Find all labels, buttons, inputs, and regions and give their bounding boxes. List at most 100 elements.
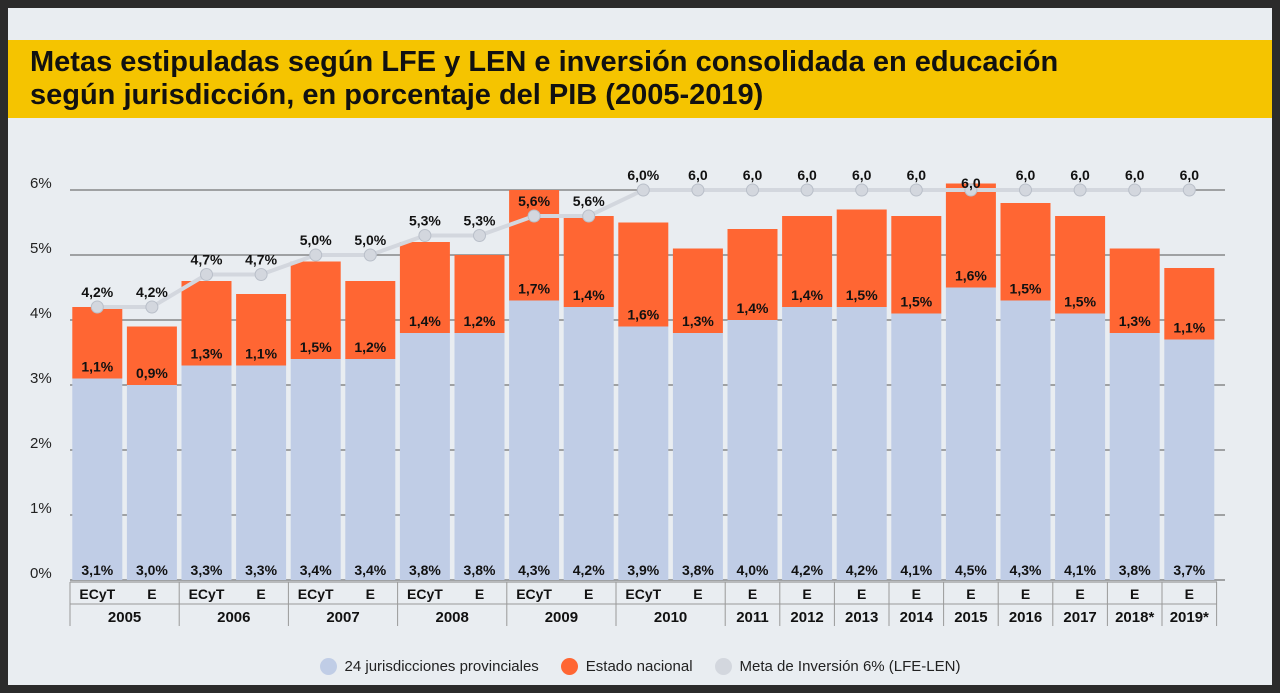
legend-swatch-provincial: [319, 657, 337, 675]
y-tick-label: 2%: [30, 435, 52, 452]
x-sub-label: E: [366, 586, 375, 602]
data-label-meta: 6,0: [1016, 167, 1036, 183]
data-label-provincial: 3,0%: [136, 562, 168, 578]
bar-nacional: [672, 248, 723, 333]
x-sub-label: ECyT: [298, 586, 334, 602]
data-label-meta: 6,0: [1070, 167, 1090, 183]
bar-provincial: [290, 359, 341, 580]
x-group-label: 2013: [845, 609, 878, 626]
data-label-meta: 6,0: [688, 167, 708, 183]
data-label-meta: 6,0: [797, 167, 817, 183]
meta-point: [909, 183, 923, 197]
data-label-provincial: 3,9%: [627, 562, 659, 578]
data-label-meta: 4,2%: [136, 284, 168, 300]
chart-title: Metas estipuladas según LFE y LEN e inve…: [30, 46, 1059, 111]
y-tick-label: 5%: [30, 240, 52, 257]
meta-point: [473, 229, 486, 242]
meta-point: [800, 183, 814, 197]
bar-nacional: [72, 307, 123, 379]
legend-label-provincial: 24 jurisdicciones provinciales: [344, 657, 539, 675]
legend-item-nacional: Estado nacional: [560, 657, 693, 675]
data-label-nacional: 1,1%: [245, 346, 277, 362]
data-label-nacional: 1,6%: [955, 268, 987, 284]
meta-point: [309, 248, 323, 262]
bar-nacional: [727, 229, 778, 320]
data-label-meta: 5,3%: [464, 213, 496, 229]
data-label-provincial: 4,2%: [573, 562, 605, 578]
bar-nacional: [891, 216, 942, 314]
chart-frame: Metas estipuladas según LFE y LEN e inve…: [8, 8, 1272, 685]
data-label-meta: 5,3%: [409, 213, 441, 229]
data-label-provincial: 3,1%: [81, 562, 113, 578]
data-label-nacional: 1,4%: [573, 287, 605, 303]
data-label-meta: 6,0: [1125, 167, 1145, 183]
data-label-nacional: 1,5%: [900, 294, 932, 310]
x-sub-label: ECyT: [189, 586, 225, 602]
x-sub-label: E: [966, 586, 975, 602]
x-group-label: 2018*: [1115, 609, 1154, 626]
bar-nacional: [399, 242, 450, 333]
x-group-label: 2010: [654, 609, 687, 626]
data-label-meta: 5,0%: [300, 232, 332, 248]
data-label-nacional: 1,3%: [1119, 313, 1151, 329]
x-group-label: 2015: [954, 609, 987, 626]
data-label-meta: 6,0: [852, 167, 872, 183]
data-label-meta: 6,0: [1180, 167, 1200, 183]
bar-provincial: [1164, 339, 1215, 580]
bar-provincial: [181, 365, 232, 580]
data-label-meta: 4,2%: [81, 284, 113, 300]
bar-provincial: [399, 333, 450, 580]
bar-provincial: [672, 333, 723, 580]
y-tick-label: 6%: [30, 175, 52, 192]
data-label-meta: 6,0: [907, 167, 927, 183]
data-label-meta: 6,0: [743, 167, 763, 183]
bar-nacional: [836, 209, 887, 307]
x-sub-label: ECyT: [625, 586, 661, 602]
x-sub-label: E: [1130, 586, 1139, 602]
data-label-provincial: 4,5%: [955, 562, 987, 578]
data-label-provincial: 4,3%: [518, 562, 550, 578]
data-label-nacional: 1,3%: [191, 346, 223, 362]
data-label-meta: 6,0: [961, 175, 981, 191]
bar-provincial: [727, 320, 778, 580]
bar-provincial: [782, 307, 833, 580]
meta-point: [254, 268, 268, 281]
data-label-provincial: 4,2%: [791, 562, 823, 578]
meta-point: [90, 300, 104, 314]
data-label-nacional: 1,4%: [791, 287, 823, 303]
meta-point: [527, 209, 541, 223]
legend-label-meta: Meta de Inversión 6% (LFE-LEN): [739, 657, 961, 675]
x-group-label: 2006: [217, 609, 250, 626]
x-group-label: 2005: [108, 609, 141, 626]
meta-point: [1182, 183, 1196, 197]
data-label-provincial: 3,8%: [464, 562, 496, 578]
bar-nacional: [782, 216, 833, 307]
bar-provincial: [126, 385, 177, 580]
legend-label-nacional: Estado nacional: [585, 657, 693, 675]
bar-provincial: [236, 365, 287, 580]
legend-swatch-nacional: [560, 657, 578, 675]
data-label-nacional: 1,5%: [300, 339, 332, 355]
meta-point: [746, 183, 759, 197]
x-sub-label: E: [857, 586, 866, 602]
x-sub-label: E: [1075, 586, 1084, 602]
bar-nacional: [945, 183, 996, 288]
x-sub-label: E: [693, 586, 702, 602]
bar-nacional: [1000, 203, 1051, 301]
title-bar: Metas estipuladas según LFE y LEN e inve…: [8, 40, 1272, 118]
x-sub-label: ECyT: [516, 586, 552, 602]
data-label-provincial: 3,7%: [1173, 562, 1205, 578]
meta-point: [1019, 183, 1032, 197]
data-label-provincial: 4,3%: [1010, 562, 1042, 578]
y-tick-label: 0%: [30, 565, 52, 582]
bar-nacional: [181, 281, 232, 366]
meta-point: [964, 183, 978, 197]
data-label-nacional: 1,1%: [81, 359, 113, 375]
data-label-nacional: 1,5%: [1010, 281, 1042, 297]
data-label-meta: 5,6%: [573, 193, 605, 209]
x-group-label: 2009: [545, 609, 578, 626]
bar-provincial: [618, 326, 669, 580]
x-sub-label: ECyT: [79, 586, 115, 602]
x-sub-label: ECyT: [407, 586, 443, 602]
bar-nacional: [1109, 248, 1160, 333]
